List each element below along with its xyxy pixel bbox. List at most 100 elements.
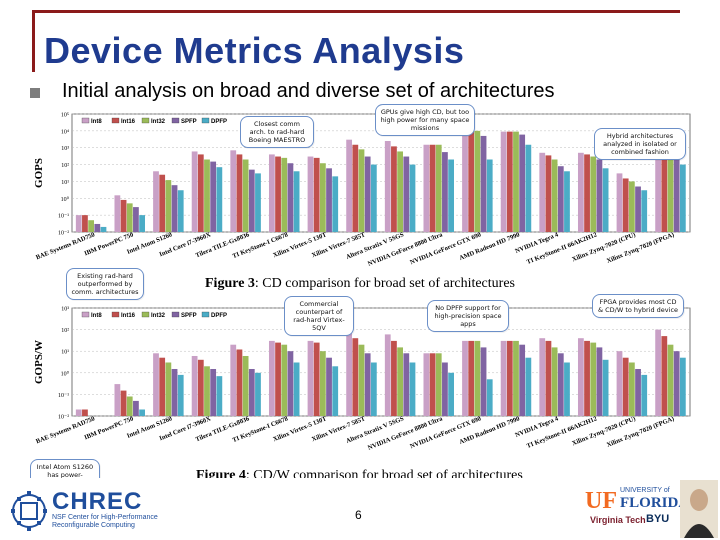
bar	[281, 344, 288, 416]
bar	[236, 154, 243, 232]
bullet-icon	[30, 88, 40, 98]
bar	[75, 215, 82, 232]
bar	[525, 357, 532, 416]
bar	[236, 349, 243, 416]
bar	[500, 131, 507, 232]
bar	[500, 340, 507, 416]
footer	[0, 478, 720, 540]
bar	[275, 342, 281, 416]
bar	[448, 372, 454, 416]
bar	[94, 223, 101, 232]
bar	[513, 340, 519, 416]
category-label: NVIDIA GeForce GTX 690	[409, 415, 482, 450]
bar	[622, 178, 629, 232]
figure-3: 10⁻² 10⁻¹ 10⁰ 10¹ 10² 10³ 10⁴ 10⁵ GOPS Int8 Int16 I…	[30, 104, 695, 294]
legend-label: Int8	[91, 119, 102, 125]
category-label: Xilinx Zynq-7020 (CPU)	[571, 415, 637, 447]
bar	[564, 362, 570, 416]
bar	[275, 156, 281, 232]
bar	[655, 142, 662, 232]
bar	[486, 159, 493, 232]
portrait-icon	[680, 480, 718, 538]
bar	[293, 362, 300, 416]
legend-swatch	[111, 311, 120, 318]
category-label: Xilinx Zynq-7020 (FPGA)	[606, 231, 676, 265]
legend-swatch	[171, 311, 180, 318]
bar	[139, 215, 145, 232]
bar	[409, 362, 416, 416]
y-tick-label: 10⁻²	[58, 231, 69, 237]
legend-swatch	[201, 117, 210, 124]
bar	[584, 340, 590, 416]
y-tick-label: 10²	[61, 163, 69, 169]
callout-gpus: GPUs give high CD, but too high power fo…	[375, 104, 475, 136]
y-tick-label: 10³	[61, 146, 69, 152]
y-tick-label: 10¹	[61, 180, 69, 186]
bar	[248, 368, 255, 416]
y-tick-label: 10⁴	[61, 129, 69, 135]
cd-per-watt-chart: 10⁻² 10⁻¹ 10⁰ 10¹ 10² 10³ GOPS/W Int8 Int16 Int32…	[33, 307, 691, 452]
y-tick-label: 10⁰	[61, 370, 70, 377]
slide-subtitle: Initial analysis on broad and diverse se…	[62, 80, 555, 102]
bar	[577, 152, 584, 232]
bar	[506, 340, 513, 416]
legend-label: Int32	[151, 313, 166, 319]
vt-logo-text: Virginia Tech	[590, 515, 646, 525]
bar	[435, 353, 442, 416]
bar	[577, 338, 584, 416]
bar	[628, 181, 635, 232]
bar	[114, 384, 121, 416]
bar	[177, 190, 184, 232]
bar	[391, 340, 397, 416]
bar	[545, 155, 552, 232]
bar	[197, 154, 204, 232]
bar	[364, 353, 371, 416]
bar	[525, 144, 532, 232]
bar	[429, 353, 436, 416]
bar	[474, 340, 481, 416]
bar	[159, 357, 166, 416]
bar	[462, 130, 468, 232]
bar	[551, 159, 558, 232]
legend-swatch	[81, 117, 90, 124]
bar	[655, 329, 662, 416]
bar	[519, 134, 526, 232]
figure-4: 10⁻² 10⁻¹ 10⁰ 10¹ 10² 10³ GOPS/W Int8 Int16 Int32…	[30, 298, 695, 470]
bar	[506, 131, 513, 232]
bar	[519, 344, 526, 416]
svg-text:UF: UF	[585, 488, 617, 512]
legend-label: Int32	[151, 119, 166, 125]
y-tick-label: 10⁵	[61, 113, 69, 119]
uf-logo-line1: UNIVERSITY of	[620, 487, 670, 494]
callout-virtex: Commercial counterpart of rad-hard Virte…	[284, 296, 354, 336]
bar	[255, 173, 261, 232]
callout-fpga: FPGA provides most CD & CD/W to hybrid d…	[592, 294, 684, 318]
legend-swatch	[141, 311, 150, 318]
bar	[602, 359, 609, 416]
y-tick-label: 10²	[61, 328, 69, 334]
uf-logo-icon: UF	[585, 488, 617, 512]
bar	[667, 344, 674, 416]
cd-chart: 10⁻² 10⁻¹ 10⁰ 10¹ 10² 10³ 10⁴ 10⁵ GOPS Int8 Int16 I…	[33, 113, 691, 268]
legend-swatch	[171, 117, 180, 124]
bar	[230, 150, 237, 232]
bar	[165, 180, 172, 232]
chrec-logo-icon	[11, 491, 47, 531]
bar	[268, 154, 275, 232]
bar	[661, 147, 668, 232]
legend-label: SPFP	[181, 119, 197, 125]
legend-label: Int16	[121, 313, 136, 319]
bar	[248, 169, 255, 232]
chrec-logo-text: CHREC	[52, 488, 143, 515]
bar	[332, 176, 339, 232]
bar	[287, 163, 294, 232]
callout-rad-hard: Existing rad-hard outperformed by comm. …	[66, 268, 144, 300]
callout-hybrid: Hybrid architectures analyzed in isolate…	[594, 128, 686, 160]
y-tick-label: 10⁻¹	[58, 214, 69, 220]
y-tick-label: 10³	[61, 307, 69, 313]
bar	[429, 144, 436, 232]
bar	[391, 146, 397, 232]
bar	[596, 159, 603, 232]
legend-label: DPFP	[211, 313, 227, 319]
bar	[370, 164, 377, 232]
